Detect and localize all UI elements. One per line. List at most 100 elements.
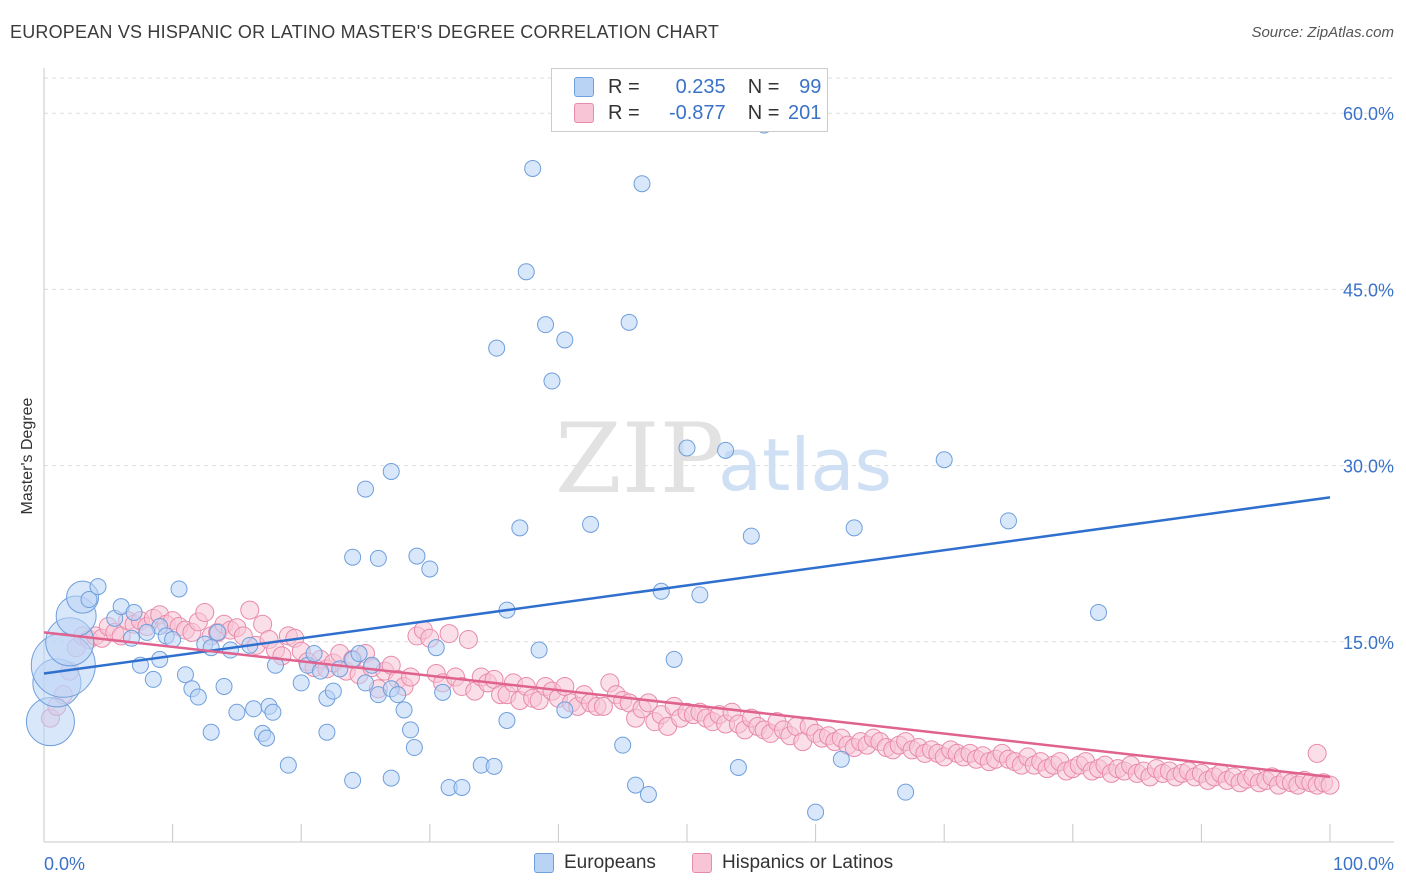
european-point [582, 515, 600, 533]
european-point [389, 686, 407, 704]
european-point [215, 677, 233, 695]
n-label: N = [747, 101, 780, 124]
y-tick-label: 45.0% [1343, 280, 1394, 300]
european-point [1090, 603, 1108, 621]
european-point [125, 603, 143, 621]
y-tick-label: 30.0% [1343, 457, 1394, 477]
european-point [485, 757, 503, 775]
european-point [627, 776, 645, 794]
european-point [427, 639, 445, 657]
r-label: R = [608, 101, 640, 124]
y-tick-label: 15.0% [1343, 633, 1394, 653]
european-point [395, 701, 413, 719]
hispanic-point [401, 667, 421, 687]
european-point [176, 666, 194, 684]
hispanic-point [439, 624, 459, 644]
european-point [498, 712, 516, 730]
europeans-trend-line [43, 496, 1331, 675]
european-point [620, 313, 638, 331]
legend-item-europeans[interactable]: Europeans [534, 852, 656, 874]
european-point [369, 549, 387, 567]
legend-row-hispanics: R = -0.877 N = 201 [574, 101, 821, 125]
european-point [209, 623, 227, 641]
european-point [382, 769, 400, 787]
watermark-zip: ZIP [555, 403, 724, 515]
hispanic-point [458, 629, 478, 649]
european-point [524, 159, 542, 177]
european-point [80, 591, 98, 609]
europeans-n-value: 99 [799, 75, 822, 98]
european-point [421, 560, 439, 578]
hispanic-point [240, 600, 260, 620]
hispanics-label: Hispanics or Latinos [722, 852, 894, 873]
european-point [408, 547, 426, 565]
trend-lines [43, 496, 1331, 779]
european-point [357, 480, 374, 498]
european-point [245, 700, 263, 718]
european-point [935, 451, 953, 469]
european-point [832, 750, 850, 768]
european-point [556, 701, 574, 719]
european-point [228, 703, 246, 721]
hispanics-swatch [692, 853, 712, 873]
axes [43, 68, 1394, 843]
hispanic-point [1320, 775, 1340, 795]
european-point [382, 462, 400, 480]
x-tick-label-max: 100.0% [1333, 854, 1394, 874]
european-point [678, 439, 696, 457]
hispanic-point [638, 693, 658, 713]
european-point [405, 739, 423, 757]
european-point [279, 756, 297, 774]
european-point [543, 372, 561, 390]
hispanic-point [593, 696, 613, 716]
european-point [845, 519, 863, 537]
european-point [170, 580, 188, 598]
hispanics-trend-line [43, 631, 1331, 779]
european-point [402, 721, 420, 739]
european-point [614, 736, 632, 754]
european-point [144, 670, 162, 688]
hispanics-swatch [574, 103, 594, 123]
european-point [138, 623, 156, 641]
hispanic-point [1307, 743, 1327, 763]
legend-item-hispanics[interactable]: Hispanics or Latinos [692, 852, 893, 874]
european-point [318, 723, 336, 741]
european-point [89, 578, 107, 596]
european-point [897, 783, 915, 801]
european-point [189, 688, 207, 706]
hispanics-r-value: -0.877 [668, 101, 726, 124]
european-point [202, 723, 220, 741]
europeans-label: Europeans [564, 852, 656, 873]
european-point [639, 786, 657, 804]
european-point [292, 674, 310, 692]
correlation-legend: R = 0.235 N = 99 R = -0.877 N = 201 [551, 68, 828, 132]
gridlines [44, 77, 1394, 643]
european-point [257, 729, 275, 747]
european-point [665, 650, 683, 668]
european-point [633, 175, 651, 193]
europeans-points [25, 116, 1108, 821]
europeans-r-value: 0.235 [675, 75, 726, 98]
european-point [324, 682, 342, 700]
europeans-swatch [574, 77, 594, 97]
european-point [556, 331, 574, 349]
european-point [202, 639, 220, 657]
european-point [742, 527, 760, 545]
european-point [453, 778, 471, 796]
european-point [221, 641, 239, 659]
european-point [264, 703, 282, 721]
european-point [344, 548, 362, 566]
y-tick-label: 60.0% [1343, 104, 1394, 124]
watermark-atlas: atlas [718, 423, 892, 507]
european-point [530, 641, 548, 659]
source-label: Source: ZipAtlas.com [1251, 24, 1394, 41]
european-point [517, 263, 535, 281]
y-tick-labels: 15.0% 30.0% 45.0% 60.0% [1343, 104, 1394, 653]
european-point [344, 771, 362, 789]
european-point [434, 683, 452, 701]
series-legend: Europeans Hispanics or Latinos [0, 852, 1406, 878]
legend-row-europeans: R = 0.235 N = 99 [574, 75, 821, 99]
x-tick-label-min: 0.0% [44, 854, 85, 874]
european-point [652, 582, 670, 600]
hispanics-n-value: 201 [788, 101, 822, 124]
